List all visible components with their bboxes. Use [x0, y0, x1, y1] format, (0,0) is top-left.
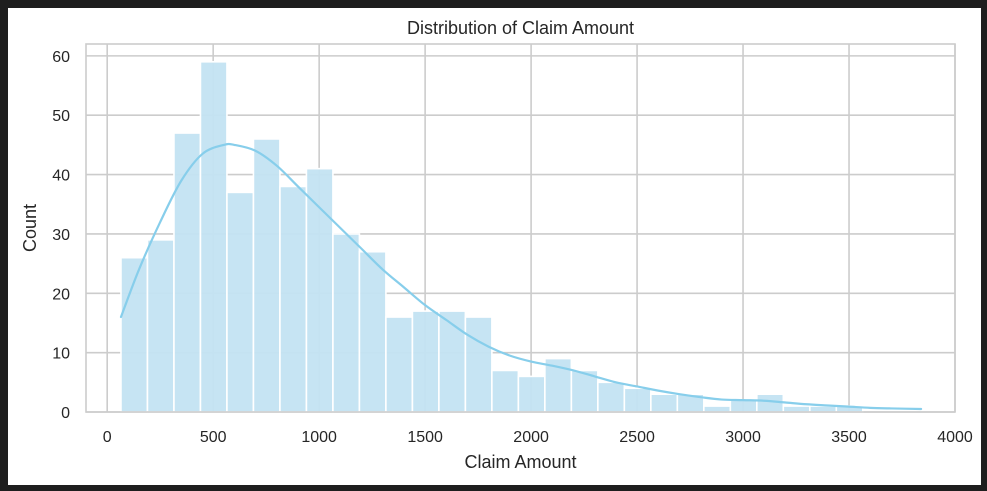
x-tick-label: 1500 [407, 429, 443, 446]
chart-frame: 0 10 20 30 40 50 60 0 500 1000 1500 2000 2500 3000 35… [8, 8, 981, 485]
histogram-bar [199, 61, 228, 413]
y-tick-label: 40 [52, 168, 70, 185]
x-tick-label: 3500 [831, 429, 867, 446]
histogram-bar [332, 233, 361, 413]
y-tick-label: 30 [52, 227, 70, 244]
histogram-bar [411, 310, 440, 413]
histogram-bar [597, 381, 626, 413]
y-axis-label: Count [20, 204, 40, 252]
x-tick-label: 1000 [301, 429, 337, 446]
histogram-bar [146, 239, 175, 413]
y-tick-label: 10 [52, 346, 70, 363]
histogram-bar [809, 405, 838, 413]
axes-frame [85, 43, 956, 413]
y-tick-label: 50 [52, 108, 70, 125]
histogram-bar [252, 138, 281, 413]
histogram-bar [756, 393, 785, 413]
x-tick-label: 500 [200, 429, 227, 446]
x-tick-label: 3000 [725, 429, 761, 446]
histogram-bar [650, 393, 679, 413]
x-axis-label: Claim Amount [464, 452, 576, 472]
histogram-bars [120, 61, 864, 413]
histogram-bar [279, 185, 308, 413]
y-tick-label: 20 [52, 286, 70, 303]
histogram-chart: 0 10 20 30 40 50 60 0 500 1000 1500 2000 2500 3000 35… [20, 18, 973, 472]
y-tick-label: 60 [52, 49, 70, 66]
x-tick-label: 0 [103, 429, 112, 446]
histogram-bar [173, 132, 202, 413]
histogram-bar [464, 316, 493, 413]
x-tick-label: 4000 [937, 429, 973, 446]
histogram-bar [623, 387, 652, 413]
histogram-bar [305, 167, 334, 413]
chart-title: Distribution of Claim Amount [407, 18, 634, 38]
histogram-bar [517, 375, 546, 413]
x-tick-labels: 0 500 1000 1500 2000 2500 3000 3500 4000 [103, 429, 973, 446]
histogram-bar [703, 405, 732, 413]
histogram-bar [491, 369, 520, 413]
histogram-bar [226, 191, 255, 413]
histogram-bar [385, 316, 414, 413]
x-tick-label: 2000 [513, 429, 549, 446]
histogram-bar [782, 405, 811, 413]
histogram-bar [438, 310, 467, 413]
y-tick-label: 0 [61, 405, 70, 422]
kde-curve-group [119, 142, 923, 411]
y-tick-labels: 0 10 20 30 40 50 60 [52, 49, 70, 422]
axes-spines [85, 43, 956, 413]
x-tick-label: 2500 [619, 429, 655, 446]
kde-line [119, 142, 923, 411]
histogram-bar [358, 250, 387, 413]
histogram-bar [729, 399, 758, 413]
